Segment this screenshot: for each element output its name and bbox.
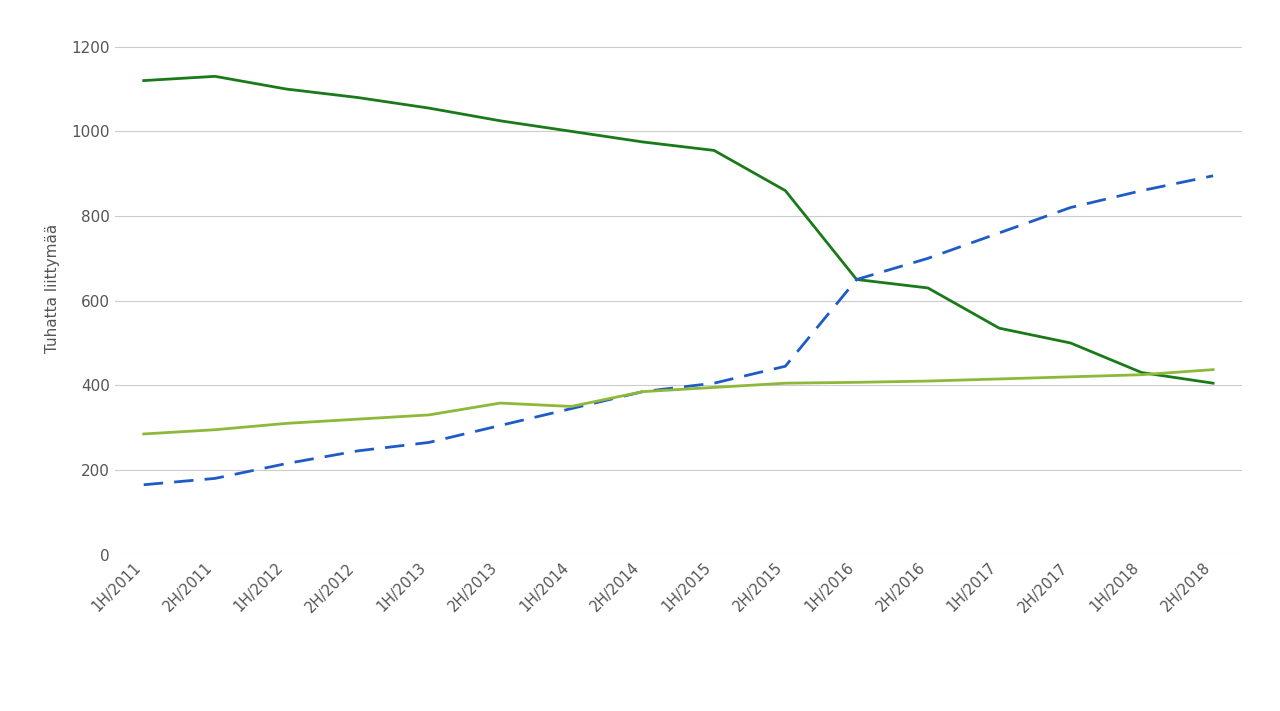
Kaapeli-tv-verkon liittymät <box>349 415 365 424</box>
Kupariliittymät <box>349 93 365 102</box>
Kuituliittymät <box>1134 186 1149 195</box>
Kupariliittymät <box>992 324 1007 333</box>
Kupariliittymät <box>136 76 151 85</box>
Kupariliittymät <box>778 186 794 195</box>
Line: Kaapeli-tv-verkon liittymät: Kaapeli-tv-verkon liittymät <box>143 370 1213 434</box>
Kuituliittymät <box>707 379 722 387</box>
Kupariliittymät <box>1206 379 1221 387</box>
Kuituliittymät <box>493 421 508 429</box>
Kuituliittymät <box>421 438 436 447</box>
Kuituliittymät <box>1206 171 1221 180</box>
Kaapeli-tv-verkon liittymät <box>635 387 650 396</box>
Kupariliittymät <box>707 146 722 155</box>
Kaapeli-tv-verkon liittymät <box>279 419 294 427</box>
Kaapeli-tv-verkon liittymät <box>493 399 508 407</box>
Kupariliittymät <box>1134 368 1149 377</box>
Kuituliittymät <box>920 254 936 262</box>
Kupariliittymät <box>920 284 936 292</box>
Kupariliittymät <box>207 72 223 80</box>
Kuituliittymät <box>778 362 794 370</box>
Kupariliittymät <box>1062 338 1078 347</box>
Kaapeli-tv-verkon liittymät <box>1206 365 1221 374</box>
Kupariliittymät <box>279 85 294 93</box>
Kuituliittymät <box>1062 203 1078 212</box>
Kupariliittymät <box>635 138 650 146</box>
Kuituliittymät <box>635 387 650 396</box>
Kuituliittymät <box>207 474 223 483</box>
Kupariliittymät <box>849 275 864 284</box>
Kaapeli-tv-verkon liittymät <box>707 383 722 392</box>
Kuituliittymät <box>136 481 151 489</box>
Kaapeli-tv-verkon liittymät <box>1062 373 1078 381</box>
Kuituliittymät <box>349 447 365 455</box>
Kaapeli-tv-verkon liittymät <box>849 378 864 387</box>
Kaapeli-tv-verkon liittymät <box>207 425 223 434</box>
Kaapeli-tv-verkon liittymät <box>1134 370 1149 379</box>
Kuituliittymät <box>992 229 1007 237</box>
Line: Kuituliittymät: Kuituliittymät <box>143 176 1213 485</box>
Kaapeli-tv-verkon liittymät <box>563 402 579 411</box>
Kupariliittymät <box>493 117 508 125</box>
Kuituliittymät <box>849 275 864 284</box>
Kupariliittymät <box>421 104 436 112</box>
Kaapeli-tv-verkon liittymät <box>920 377 936 385</box>
Kaapeli-tv-verkon liittymät <box>421 411 436 419</box>
Kuituliittymät <box>563 405 579 413</box>
Kaapeli-tv-verkon liittymät <box>136 429 151 438</box>
Kupariliittymät <box>563 127 579 136</box>
Line: Kupariliittymät: Kupariliittymät <box>143 76 1213 383</box>
Kuituliittymät <box>279 459 294 468</box>
Kaapeli-tv-verkon liittymät <box>992 375 1007 383</box>
Kaapeli-tv-verkon liittymät <box>778 379 794 387</box>
Y-axis label: Tuhatta liittymää: Tuhatta liittymää <box>45 223 60 353</box>
